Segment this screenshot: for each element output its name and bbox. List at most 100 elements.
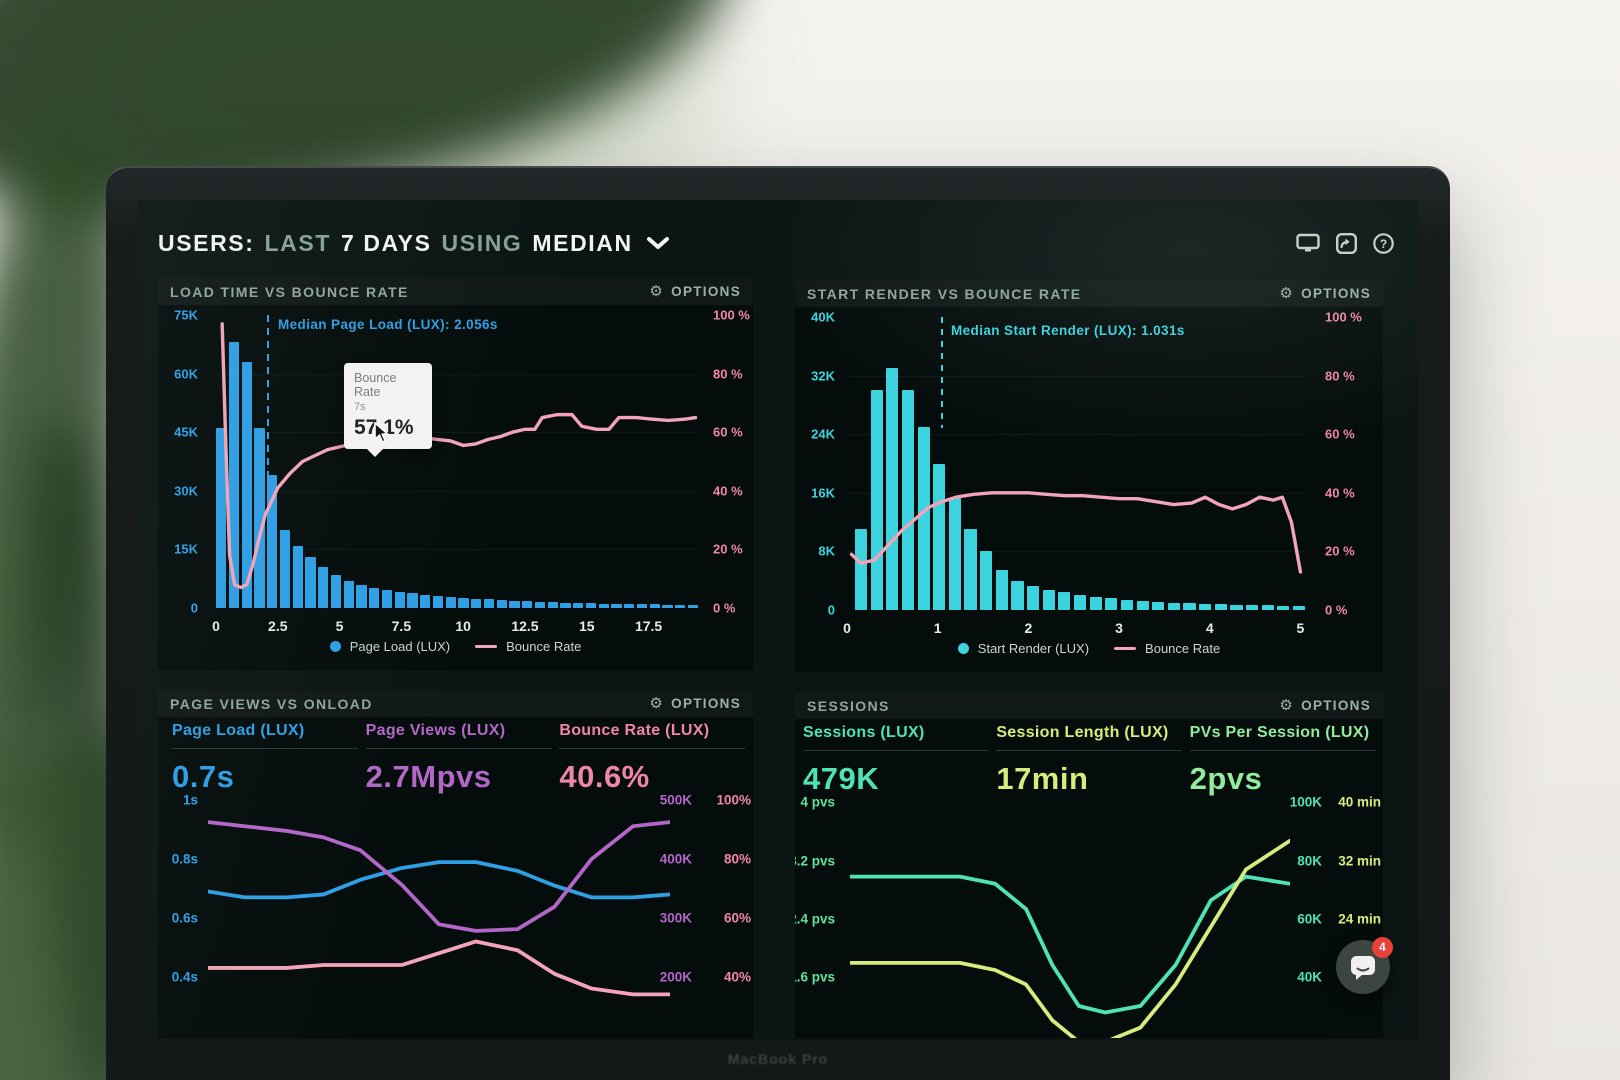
chart-legend: Page Load (LUX) Bounce Rate — [158, 639, 753, 654]
bar[interactable] — [483, 599, 494, 608]
options-button[interactable]: ⚙ OPTIONS — [649, 696, 741, 711]
bar[interactable] — [995, 569, 1008, 610]
bar[interactable] — [1011, 581, 1024, 610]
metric-pvs-per-session: PVs Per Session (LUX) 2pvs — [1189, 724, 1383, 797]
bar[interactable] — [1152, 601, 1165, 610]
bar[interactable] — [560, 602, 571, 608]
bar[interactable] — [886, 368, 899, 610]
bar[interactable] — [1027, 585, 1040, 610]
bar[interactable] — [624, 604, 635, 608]
bar[interactable] — [611, 603, 622, 608]
bar[interactable] — [458, 597, 469, 608]
chart-plot-area[interactable]: Median Start Render (LUX): 1.031s — [847, 317, 1305, 610]
bar[interactable] — [216, 428, 227, 608]
bar[interactable] — [445, 597, 456, 608]
y-axis-right: 100 % 80 % 60 % 40 % 20 % 0 % — [701, 308, 753, 616]
bar[interactable] — [407, 593, 418, 608]
bar[interactable] — [1214, 604, 1227, 610]
bar[interactable] — [901, 390, 915, 610]
bar[interactable] — [1073, 594, 1087, 610]
bar[interactable] — [1292, 606, 1306, 610]
bar[interactable] — [636, 604, 647, 608]
bar[interactable] — [343, 580, 354, 608]
bar[interactable] — [522, 601, 533, 608]
bar[interactable] — [917, 426, 930, 610]
laptop-chin: MacBook Pro — [106, 1038, 1450, 1080]
bar[interactable] — [1089, 596, 1102, 610]
bar[interactable] — [254, 428, 265, 608]
panel-title: SESSIONS — [807, 697, 890, 714]
metric-label: Session Length (LUX) — [996, 724, 1169, 741]
metric-page-views: Page Views (LUX) 2.7Mpvs — [365, 722, 560, 795]
bar[interactable] — [948, 497, 961, 610]
bar[interactable] — [1230, 604, 1243, 610]
metric-value: 17min — [996, 761, 1089, 796]
dashboard-scope-dropdown[interactable]: USERS: LAST 7 DAYS USING MEDIAN — [158, 230, 669, 257]
gear-icon: ⚙ — [649, 695, 665, 712]
chat-widget-button[interactable]: 4 — [1336, 937, 1393, 994]
bar[interactable] — [1042, 589, 1055, 610]
chart-plot-area[interactable] — [850, 795, 1290, 1038]
axis-tick-label: 40 % — [1325, 485, 1355, 501]
bar[interactable] — [1136, 600, 1149, 610]
metric-label: Page Views (LUX) — [365, 722, 506, 739]
bar[interactable] — [241, 361, 252, 608]
bar[interactable] — [471, 598, 482, 608]
bar[interactable] — [1183, 603, 1196, 610]
axis-tick-label: 200K — [659, 969, 692, 985]
median-label: Median Page Load (LUX): 2.056s — [278, 317, 498, 332]
bar[interactable] — [573, 602, 584, 608]
bar[interactable] — [381, 589, 392, 608]
bar[interactable] — [420, 594, 431, 608]
bar[interactable] — [394, 591, 405, 608]
bar[interactable] — [1199, 603, 1212, 610]
title-median: MEDIAN — [532, 229, 633, 256]
axis-tick-row: 200K 40% — [655, 969, 751, 984]
title-using: USING — [441, 229, 523, 256]
bar[interactable] — [330, 574, 341, 608]
options-button[interactable]: ⚙ OPTIONS — [1279, 698, 1371, 713]
bar[interactable] — [1167, 602, 1180, 610]
bar[interactable] — [279, 529, 290, 608]
bar[interactable] — [598, 603, 609, 608]
chart-plot-area[interactable] — [208, 793, 670, 1038]
bar[interactable] — [1120, 599, 1134, 610]
axis-tick-label: 0 % — [713, 600, 736, 616]
bar[interactable] — [228, 342, 239, 608]
bar[interactable] — [687, 605, 698, 608]
bar[interactable] — [585, 603, 596, 608]
bar[interactable] — [964, 529, 977, 610]
display-icon[interactable] — [1296, 233, 1320, 253]
bar[interactable] — [1058, 592, 1071, 610]
bar[interactable] — [356, 584, 367, 608]
bounce-rate-line — [847, 317, 1305, 610]
bar[interactable] — [649, 604, 660, 608]
y-axis-left: 75K 60K 45K 30K 15K 0 — [158, 308, 208, 616]
bar[interactable] — [369, 587, 380, 608]
bar[interactable] — [267, 475, 278, 608]
bar[interactable] — [662, 604, 673, 608]
bar[interactable] — [675, 604, 686, 608]
bar[interactable] — [432, 595, 443, 608]
options-button[interactable]: ⚙ OPTIONS — [1279, 286, 1371, 301]
bar[interactable] — [547, 602, 558, 608]
options-button[interactable]: ⚙ OPTIONS — [649, 284, 741, 299]
bar[interactable] — [534, 601, 545, 608]
chart-plot-area[interactable]: Median Page Load (LUX): 2.056s Bounce Ra… — [216, 315, 698, 608]
bar[interactable] — [509, 600, 520, 608]
bar[interactable] — [980, 550, 993, 610]
bar[interactable] — [292, 545, 303, 608]
bar[interactable] — [855, 529, 868, 610]
bar[interactable] — [1246, 604, 1259, 610]
bar[interactable] — [496, 600, 507, 608]
bar[interactable] — [1277, 605, 1290, 610]
bar[interactable] — [305, 557, 316, 608]
bar[interactable] — [1105, 598, 1118, 610]
axis-tick-label: 12.5 — [511, 618, 539, 634]
gear-icon: ⚙ — [649, 283, 665, 300]
help-icon[interactable]: ? — [1373, 232, 1394, 254]
bar[interactable] — [1261, 605, 1274, 610]
metric-label: Bounce Rate (LUX) — [559, 722, 710, 739]
share-icon[interactable] — [1336, 232, 1357, 254]
bar[interactable] — [318, 566, 329, 608]
